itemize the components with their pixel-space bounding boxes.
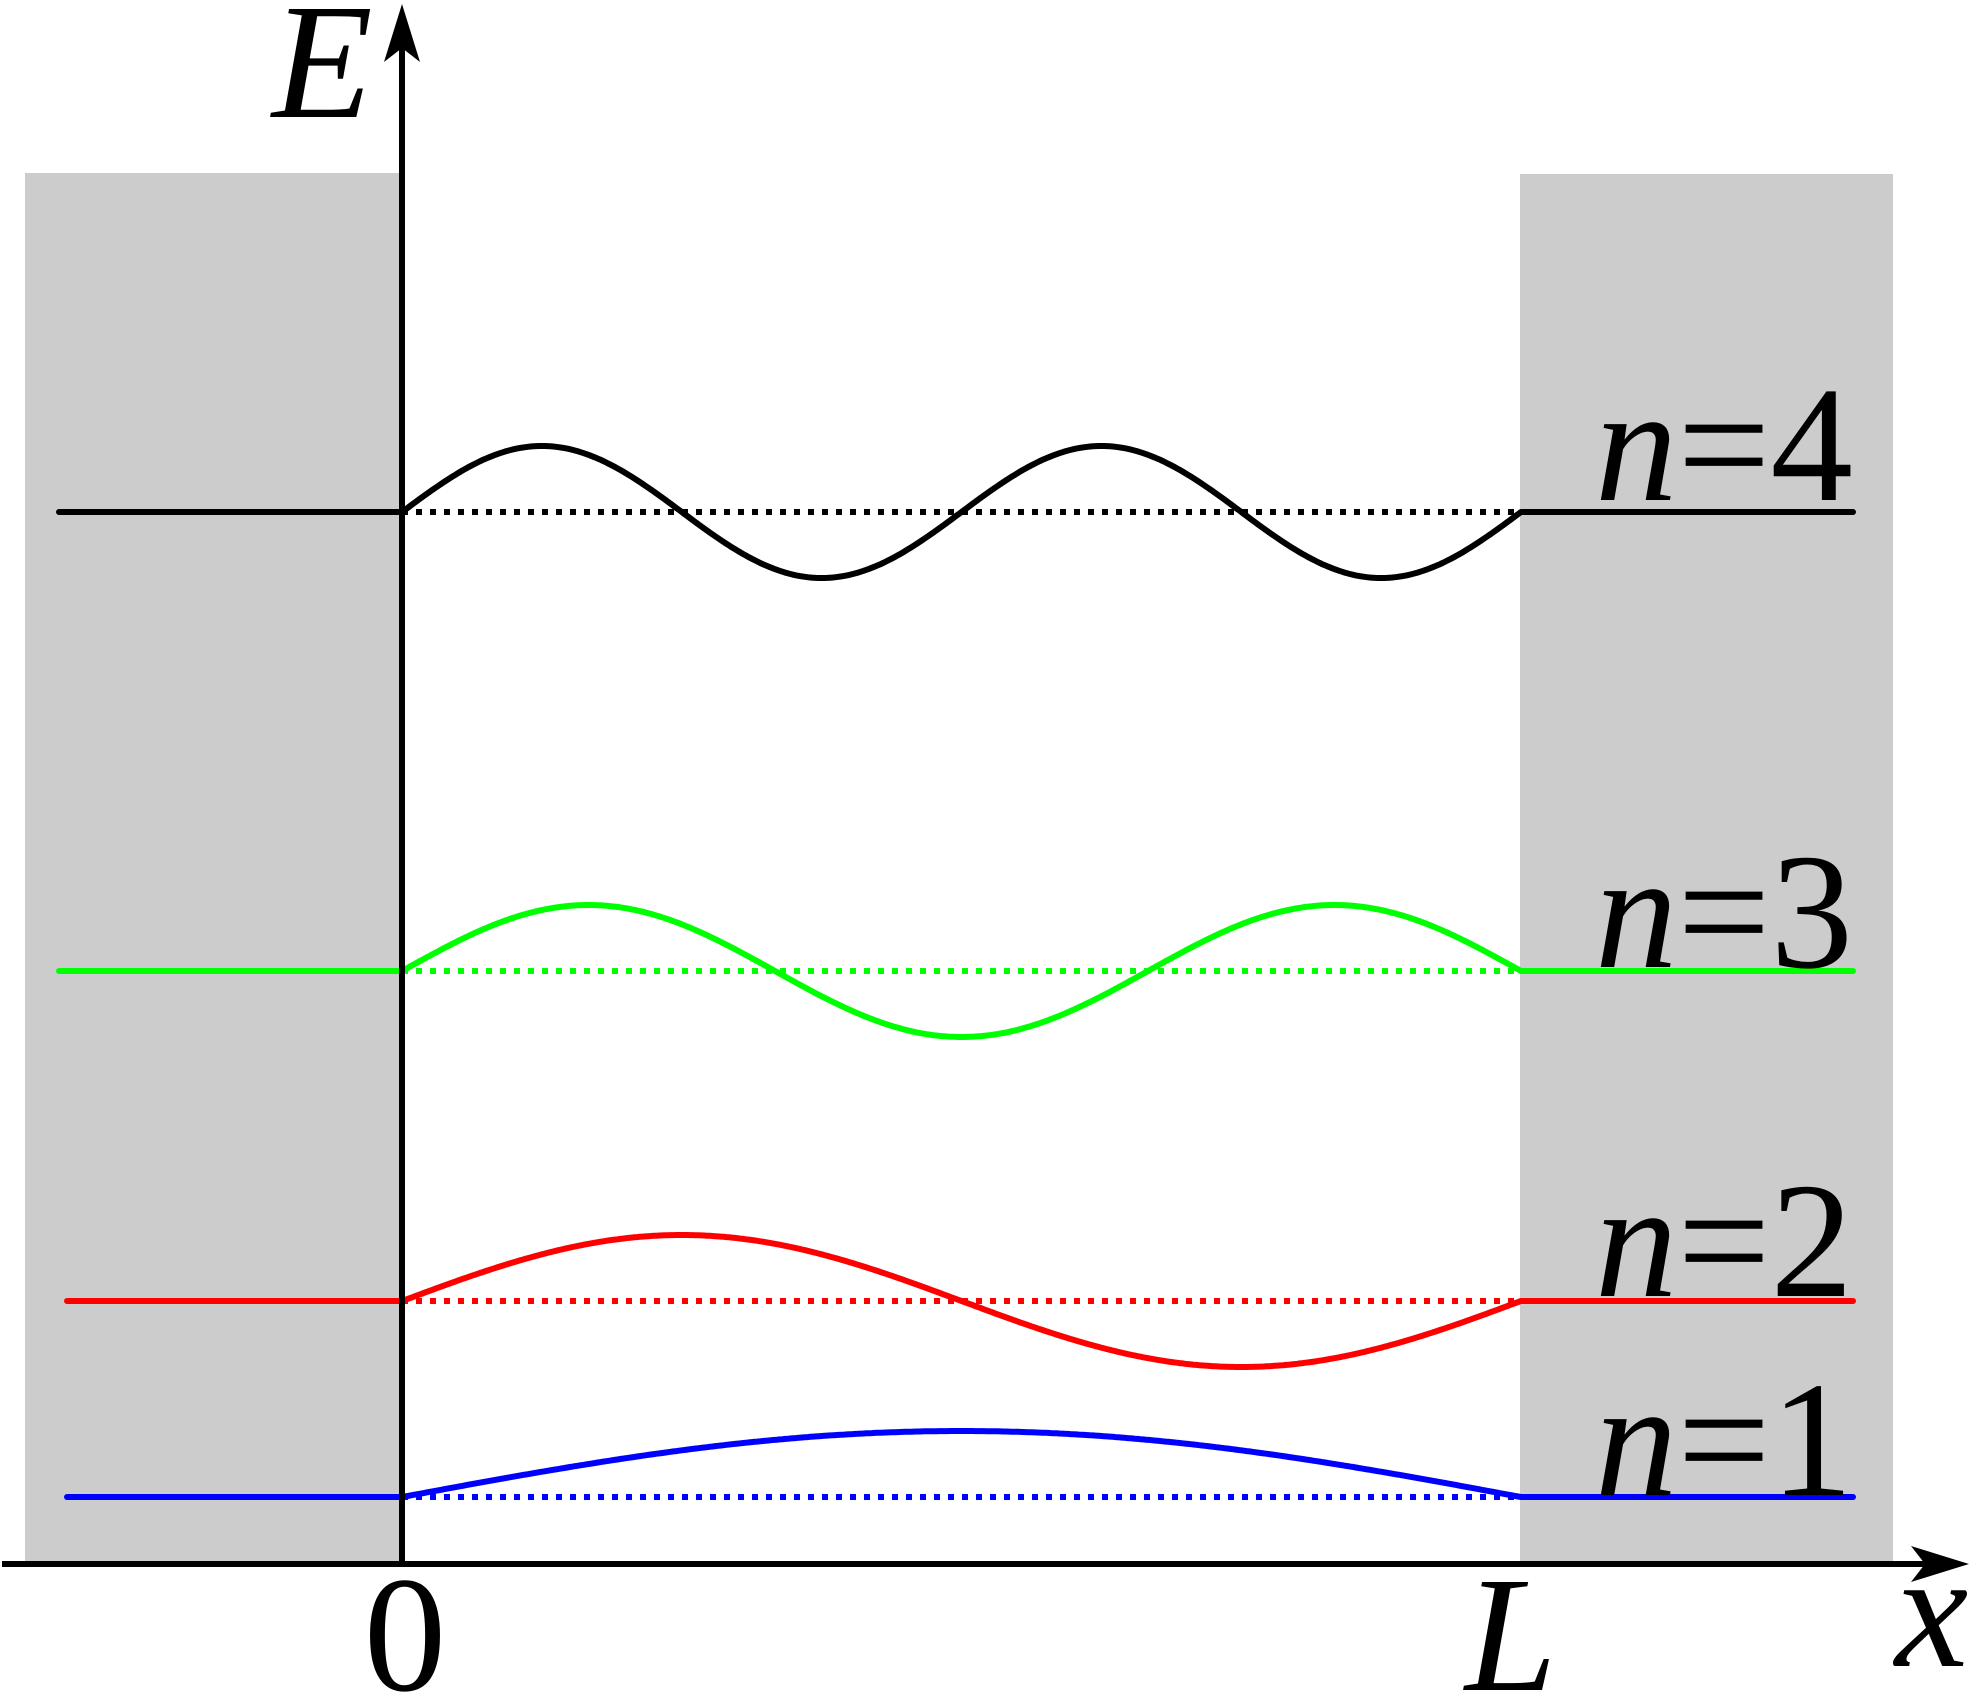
right-wall [1520,174,1893,1564]
wavefunction-curve [400,1232,1523,1370]
origin-tick-label: 0 [364,1543,447,1695]
x-axis-arrow-icon [1911,1546,1969,1582]
energy-level-n2: n=2 [64,1149,1856,1370]
wavefunction-curve [401,1428,1522,1500]
left-wall [25,173,402,1564]
level-label: n=4 [1595,353,1853,536]
level-label: n=1 [1595,1348,1853,1531]
wavefunction-curve [400,902,1523,1040]
energy-level-n4: n=4 [56,353,1856,581]
level-label: n=3 [1595,820,1853,1003]
box-length-tick-label: L [1463,1543,1557,1695]
energy-level-n3: n=3 [56,820,1856,1040]
y-axis-arrow-icon [384,4,420,62]
wavefunction-curve [400,443,1523,581]
x-axis-label: x [1892,1519,1968,1695]
y-axis-label: E [270,0,373,153]
energy-level-n1: n=1 [64,1348,1856,1531]
level-label: n=2 [1595,1149,1853,1332]
energy-levels: n=1n=2 n=3 n=4 [56,353,1856,1531]
